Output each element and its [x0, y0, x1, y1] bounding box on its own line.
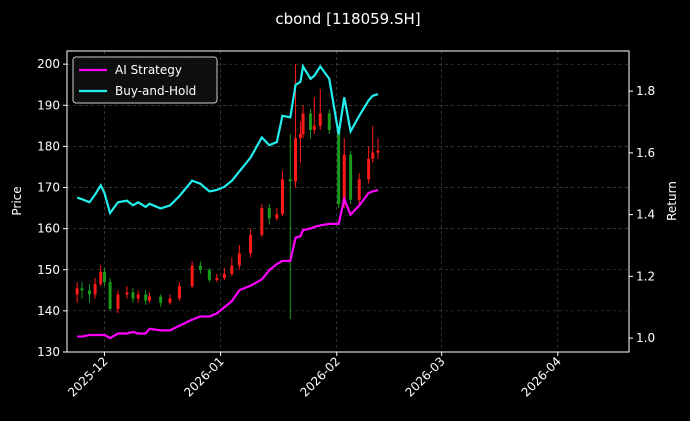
candle-body — [190, 265, 194, 287]
x-tick-label: 2026-02 — [298, 354, 343, 399]
candle-body — [159, 296, 163, 303]
candle-body — [275, 214, 279, 219]
candle-body — [125, 292, 129, 295]
candle-body — [87, 290, 91, 295]
candle-body — [177, 286, 181, 299]
candle-body — [371, 152, 375, 159]
y-tick-label: 200 — [37, 57, 60, 71]
y2-tick-label: 1.0 — [636, 331, 655, 345]
x-tick-label: 2026-04 — [519, 354, 564, 399]
candle-body — [312, 125, 316, 130]
candle-body — [108, 282, 112, 309]
candle-body — [144, 294, 148, 301]
candle-body — [309, 113, 313, 130]
candle-body — [267, 208, 271, 219]
legend-label: Buy-and-Hold — [115, 84, 196, 98]
candle-body — [198, 265, 202, 270]
x-tick-label: 2026-01 — [181, 354, 226, 399]
y-tick-label: 150 — [37, 263, 60, 277]
candle-body — [147, 296, 151, 301]
y2-axis-label: Return — [665, 181, 679, 221]
candle-body — [260, 208, 264, 235]
candle-body — [222, 273, 226, 278]
candle-body — [80, 288, 84, 291]
candle-body — [102, 271, 106, 283]
candle-body — [376, 150, 380, 153]
candle-body — [168, 298, 172, 303]
legend-label: AI Strategy — [115, 63, 182, 77]
candle-body — [249, 234, 253, 254]
x-tick-label: 2025-12 — [65, 354, 110, 399]
y-tick-label: 170 — [37, 181, 60, 195]
legend-box — [72, 56, 218, 104]
candle-body — [367, 158, 371, 180]
candle-body — [327, 113, 331, 130]
candle-body — [75, 288, 79, 295]
y-tick-label: 190 — [37, 98, 60, 112]
candle-body — [136, 294, 140, 299]
candle-body — [237, 253, 241, 266]
line-series — [77, 188, 379, 340]
y-axis-label: Price — [10, 186, 24, 215]
y2-tick-label: 1.2 — [636, 269, 655, 283]
candle-body — [357, 179, 361, 200]
candle-body — [280, 179, 284, 215]
chart-title: cbond [118059.SH] — [275, 10, 420, 28]
y2-tick-label: 1.6 — [636, 146, 655, 160]
candle-body — [131, 292, 135, 299]
x-tick-label: 2026-03 — [402, 354, 447, 399]
y2-tick-label: 1.4 — [636, 208, 655, 222]
candle-body — [342, 154, 346, 204]
y-tick-label: 140 — [37, 304, 60, 318]
candle-body — [93, 284, 97, 295]
plot-frame — [66, 50, 630, 353]
candle-body — [294, 138, 298, 182]
candle-body — [298, 134, 302, 139]
y2-tick-label: 1.8 — [636, 84, 655, 98]
candle-body — [215, 277, 219, 281]
y-tick-label: 130 — [37, 345, 60, 359]
candle-body — [99, 271, 103, 285]
candle-body — [116, 294, 120, 309]
candle-body — [288, 179, 292, 182]
candle-body — [301, 113, 305, 135]
y-tick-label: 160 — [37, 222, 60, 236]
line-series — [76, 63, 379, 216]
candle-body — [230, 265, 234, 274]
y-tick-label: 180 — [37, 139, 60, 153]
candle-body — [207, 269, 211, 281]
candle-body — [349, 154, 353, 200]
candle-body — [337, 129, 341, 204]
candle-body — [318, 113, 322, 126]
